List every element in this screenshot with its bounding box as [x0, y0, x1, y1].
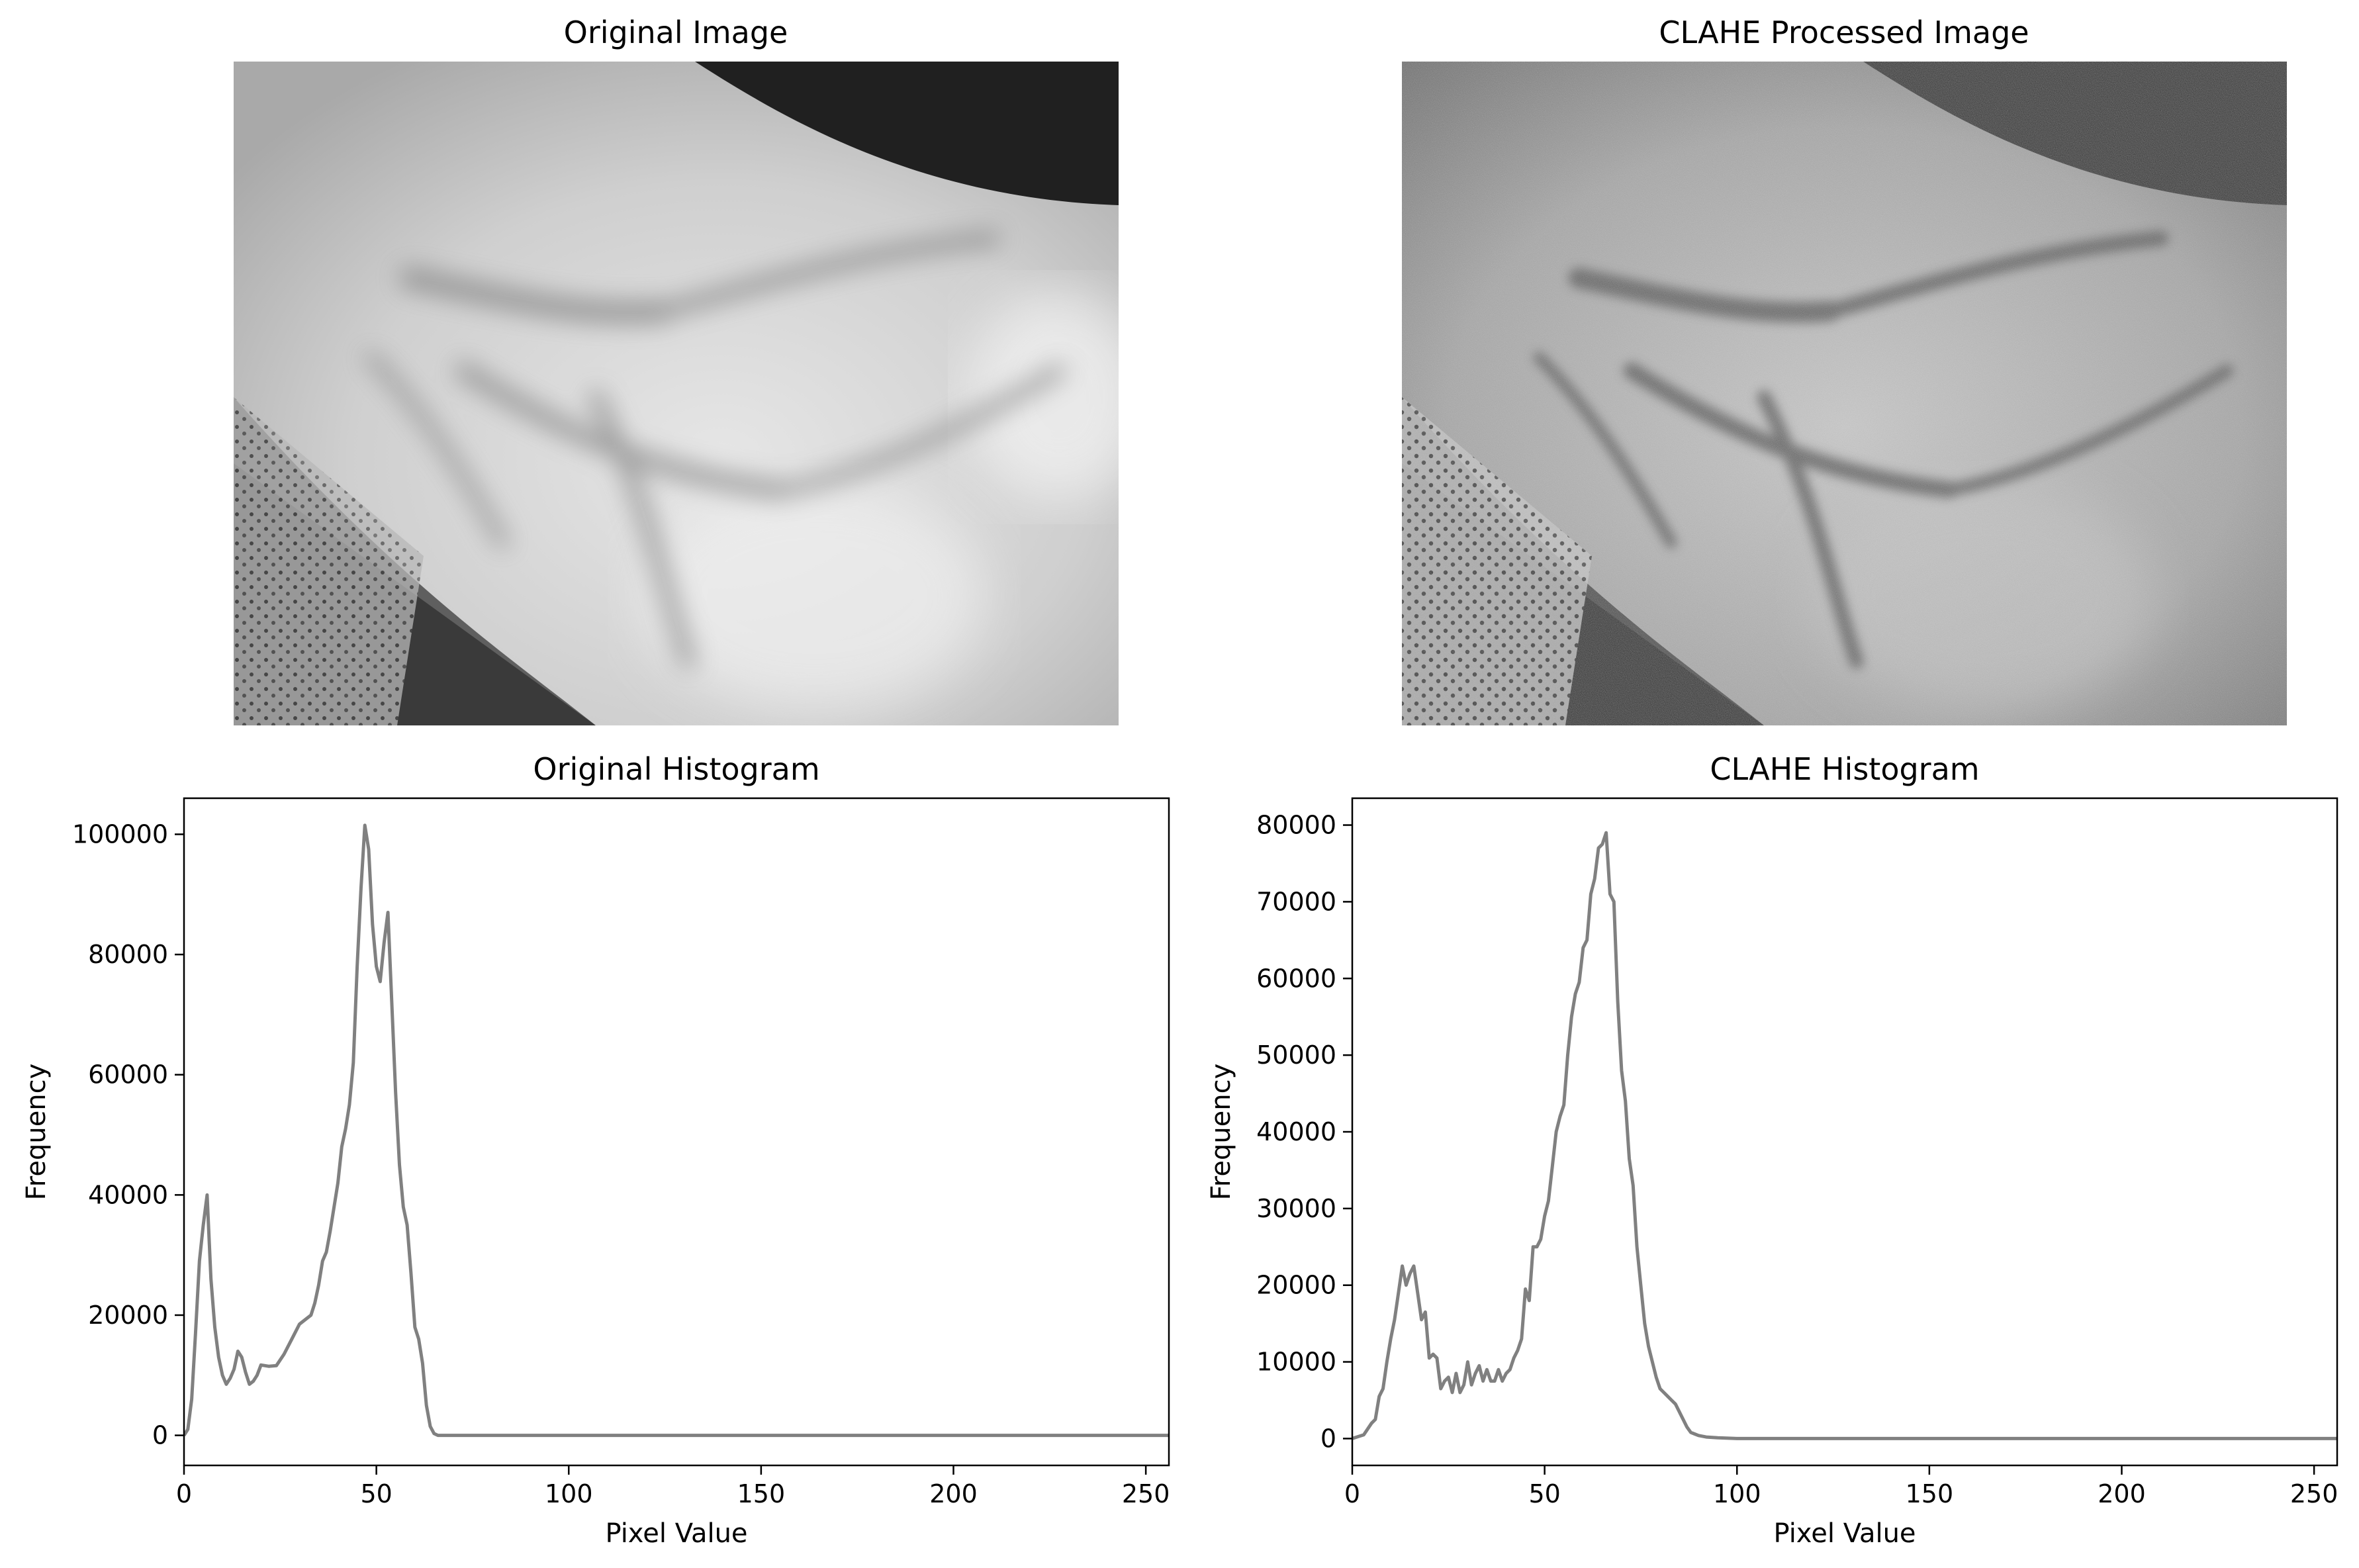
original-hist-xtick-label: 150: [737, 1479, 786, 1508]
clahe-hist-ylabel: Frequency: [1206, 1064, 1236, 1201]
original-image: [234, 62, 1119, 725]
original-hist-xtick-label: 250: [1122, 1479, 1170, 1508]
original-hist-xtick-label: 0: [176, 1479, 192, 1508]
original-hist-xlabel: Pixel Value: [605, 1518, 747, 1549]
original-hist-ytick-label: 0: [152, 1421, 168, 1450]
original-hist-frame: [183, 797, 1170, 1467]
clahe-hist-xtick-label: 0: [1344, 1479, 1360, 1508]
original-hist-ylabel: Frequency: [21, 1064, 52, 1201]
clahe-hist-xlabel: Pixel Value: [1773, 1518, 1916, 1549]
clahe-hist-ytick-label: 40000: [1256, 1117, 1336, 1146]
original-hist-ytick-label: 40000: [88, 1180, 168, 1209]
clahe-hist-ytick-label: 70000: [1256, 887, 1336, 916]
original-histogram-chart: 0 50 100 150 200 250 0 20000 40000 60000 80000 1000…: [21, 797, 1170, 1549]
clahe-hist-ytick-label: 50000: [1256, 1040, 1336, 1070]
clahe-hist-frame: [1351, 797, 2338, 1467]
clahe-hist-xtick-label: 200: [2098, 1479, 2146, 1508]
clahe-hist-ytick-label: 0: [1320, 1424, 1336, 1453]
clahe-hist-line: [1352, 831, 2337, 1440]
clahe-hist-ytick-label: 60000: [1256, 964, 1336, 993]
clahe-hist-xtick-label: 150: [1906, 1479, 1954, 1508]
original-hist-xtick-label: 100: [545, 1479, 593, 1508]
original-hist-ytick-label: 100000: [72, 819, 168, 849]
clahe-image: [1402, 62, 2287, 725]
original-image-title: Original Image: [564, 15, 788, 50]
clahe-hist-ticks: 0 50 100 150 200 250 0 10000 20000 30000 40000 5000…: [1256, 811, 2338, 1508]
clahe-hist-ytick-label: 10000: [1256, 1348, 1336, 1377]
clahe-histogram-chart: 0 50 100 150 200 250 0 10000 20000 30000 40000 5000…: [1206, 797, 2338, 1549]
original-hist-title: Original Histogram: [533, 751, 819, 787]
clahe-hist-ytick-label: 20000: [1256, 1271, 1336, 1300]
clahe-image-title: CLAHE Processed Image: [1659, 15, 2029, 50]
original-hist-ytick-label: 80000: [88, 940, 168, 969]
original-hist-ytick-label: 60000: [88, 1060, 168, 1089]
original-hist-ytick-label: 20000: [88, 1301, 168, 1330]
clahe-hist-ytick-label: 80000: [1256, 811, 1336, 840]
clahe-hist-xtick-label: 250: [2290, 1479, 2338, 1508]
clahe-hist-ytick-label: 30000: [1256, 1194, 1336, 1223]
original-hist-xtick-label: 200: [929, 1479, 978, 1508]
clahe-hist-xtick-label: 100: [1713, 1479, 1761, 1508]
clahe-hist-xtick-label: 50: [1528, 1479, 1560, 1508]
original-hist-xtick-label: 50: [360, 1479, 392, 1508]
original-hist-line: [184, 823, 1169, 1438]
clahe-hist-title: CLAHE Histogram: [1710, 751, 1979, 787]
original-hist-ticks: 0 50 100 150 200 250 0 20000 40000 60000 80000 1000…: [72, 819, 1170, 1508]
